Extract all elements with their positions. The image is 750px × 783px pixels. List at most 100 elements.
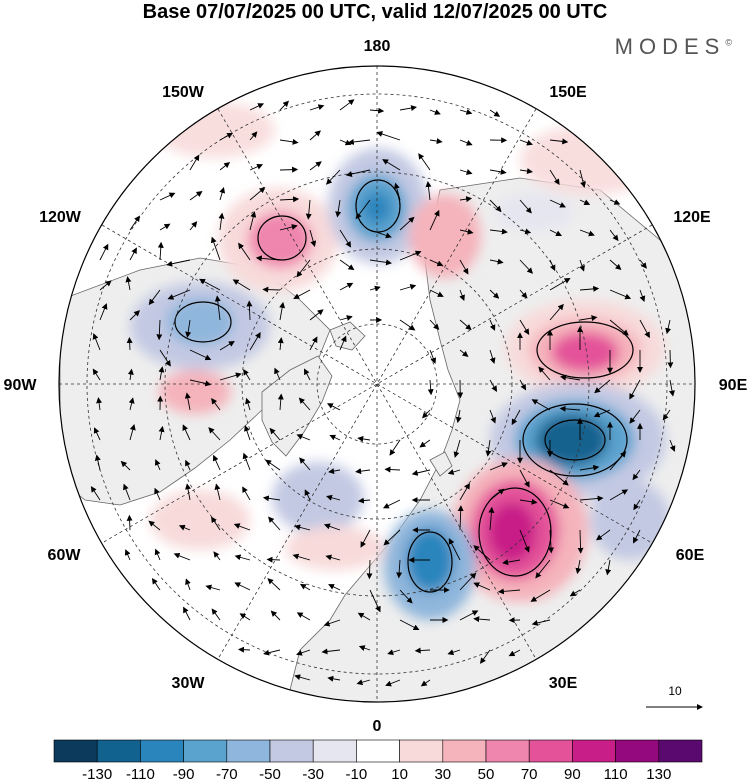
- colorbar-tick-label: -70: [216, 766, 238, 783]
- wind-arrow: [459, 196, 473, 203]
- lon-label-90w: 90W: [4, 377, 38, 394]
- wind-arrow: [148, 520, 161, 531]
- wind-arrow: [328, 468, 341, 474]
- wind-arrow: [519, 469, 530, 488]
- wind-arrow: [429, 209, 440, 231]
- wind-arrow: [609, 319, 629, 336]
- wind-arrow: [212, 454, 221, 471]
- colorbar-swatch: [528, 739, 573, 763]
- wind-arrow: [304, 489, 311, 501]
- wind-arrow: [489, 488, 505, 501]
- wind-arrow: [447, 469, 461, 475]
- wind-arrow: [239, 613, 251, 621]
- colorbar-swatch: [53, 739, 98, 763]
- wind-arrow: [473, 616, 491, 623]
- wind-arrow: [489, 199, 502, 212]
- wind-arrow: [667, 349, 674, 369]
- wind-arrow: [429, 259, 444, 267]
- wind-arrow: [665, 319, 672, 335]
- colorbar-tick-label: -130: [82, 766, 112, 783]
- wind-arrow: [262, 495, 281, 502]
- wind-arrow: [214, 295, 221, 321]
- wind-arrow: [167, 289, 191, 300]
- wind-arrow: [629, 379, 641, 400]
- wind-arrow: [473, 545, 491, 561]
- colorbar-swatch: [442, 739, 487, 763]
- modes-logo: MODES©: [614, 34, 732, 59]
- wind-arrow: [535, 559, 551, 579]
- wind-arrow: [357, 497, 371, 504]
- wind-arrow: [244, 425, 251, 441]
- wind-arrow: [151, 577, 161, 591]
- wind-arrow: [157, 241, 164, 261]
- wind-arrow: [639, 259, 647, 269]
- wind-arrow: [246, 300, 253, 321]
- map-disk: [59, 66, 695, 702]
- wind-arrow: [639, 319, 650, 339]
- wind-arrow: [369, 229, 392, 239]
- colorbar-swatch: [658, 739, 703, 763]
- wind-arrow: [609, 199, 621, 205]
- wind-arrow: [549, 229, 562, 237]
- wind-arrow: [243, 368, 251, 381]
- wind-arrow: [549, 199, 567, 208]
- wind-arrow: [383, 529, 401, 546]
- wind-arrow: [232, 279, 251, 291]
- wind-arrow: [249, 103, 265, 111]
- wind-arrow: [459, 228, 474, 235]
- wind-arrow: [210, 236, 221, 261]
- wind-arrow: [335, 199, 342, 218]
- wind-arrow: [399, 319, 416, 331]
- wind-arrow: [459, 259, 469, 275]
- wind-arrow: [293, 289, 311, 299]
- colorbar-tick-label: 30: [434, 766, 451, 783]
- reference-vector: 10: [646, 684, 703, 710]
- graticule: [59, 66, 695, 702]
- wind-arrow: [129, 310, 141, 321]
- lon-label-120w: 120W: [39, 209, 82, 226]
- colorbar-tick-label: -30: [302, 766, 324, 783]
- wind-arrow: [531, 399, 551, 411]
- wind-arrow: [422, 409, 431, 419]
- wind-arrow: [327, 403, 341, 411]
- wind-arrow: [579, 464, 600, 471]
- wind-arrow: [531, 619, 551, 626]
- wind-arrow: [99, 280, 112, 291]
- wind-arrow: [185, 483, 191, 501]
- wind-arrow: [327, 675, 341, 682]
- wind-arrow: [339, 315, 353, 321]
- wind-arrow: [508, 649, 521, 657]
- wind-arrow: [154, 487, 161, 501]
- wind-arrow: [396, 559, 403, 579]
- wind-arrow: [376, 131, 401, 141]
- wind-arrow: [277, 337, 284, 351]
- wind-arrow: [549, 169, 560, 186]
- wind-arrow: [519, 319, 530, 335]
- wind-arrow: [189, 221, 198, 231]
- wind-arrow: [609, 229, 619, 242]
- colorbar-swatch: [183, 739, 228, 763]
- wind-arrow: [489, 379, 498, 392]
- wind-arrow: [594, 379, 611, 394]
- wind-arrow: [309, 130, 321, 141]
- colorbar: -130 -110 -90 -70 -50 -30 -10 10 30 50 70 90 110 130: [53, 739, 703, 783]
- wind-arrow: [355, 199, 371, 220]
- wind-arrow: [339, 259, 355, 271]
- wind-arrow: [385, 679, 401, 687]
- wind-arrow: [420, 679, 431, 687]
- wind-arrow: [218, 212, 225, 231]
- colorbar-tick-label: 50: [478, 766, 495, 783]
- wind-arrow: [399, 216, 415, 231]
- wind-arrow: [569, 589, 581, 597]
- wind-arrow: [609, 489, 629, 501]
- wind-arrow: [459, 169, 473, 175]
- wind-arrow: [579, 315, 598, 322]
- wind-arrow: [339, 229, 352, 248]
- wind-arrow: [263, 649, 281, 656]
- wind-arrow: [453, 439, 461, 458]
- wind-arrow: [182, 424, 191, 441]
- wind-arrow: [399, 619, 420, 631]
- wind-arrow: [414, 647, 431, 654]
- wind-arrow: [99, 243, 109, 261]
- wind-arrow: [189, 154, 200, 171]
